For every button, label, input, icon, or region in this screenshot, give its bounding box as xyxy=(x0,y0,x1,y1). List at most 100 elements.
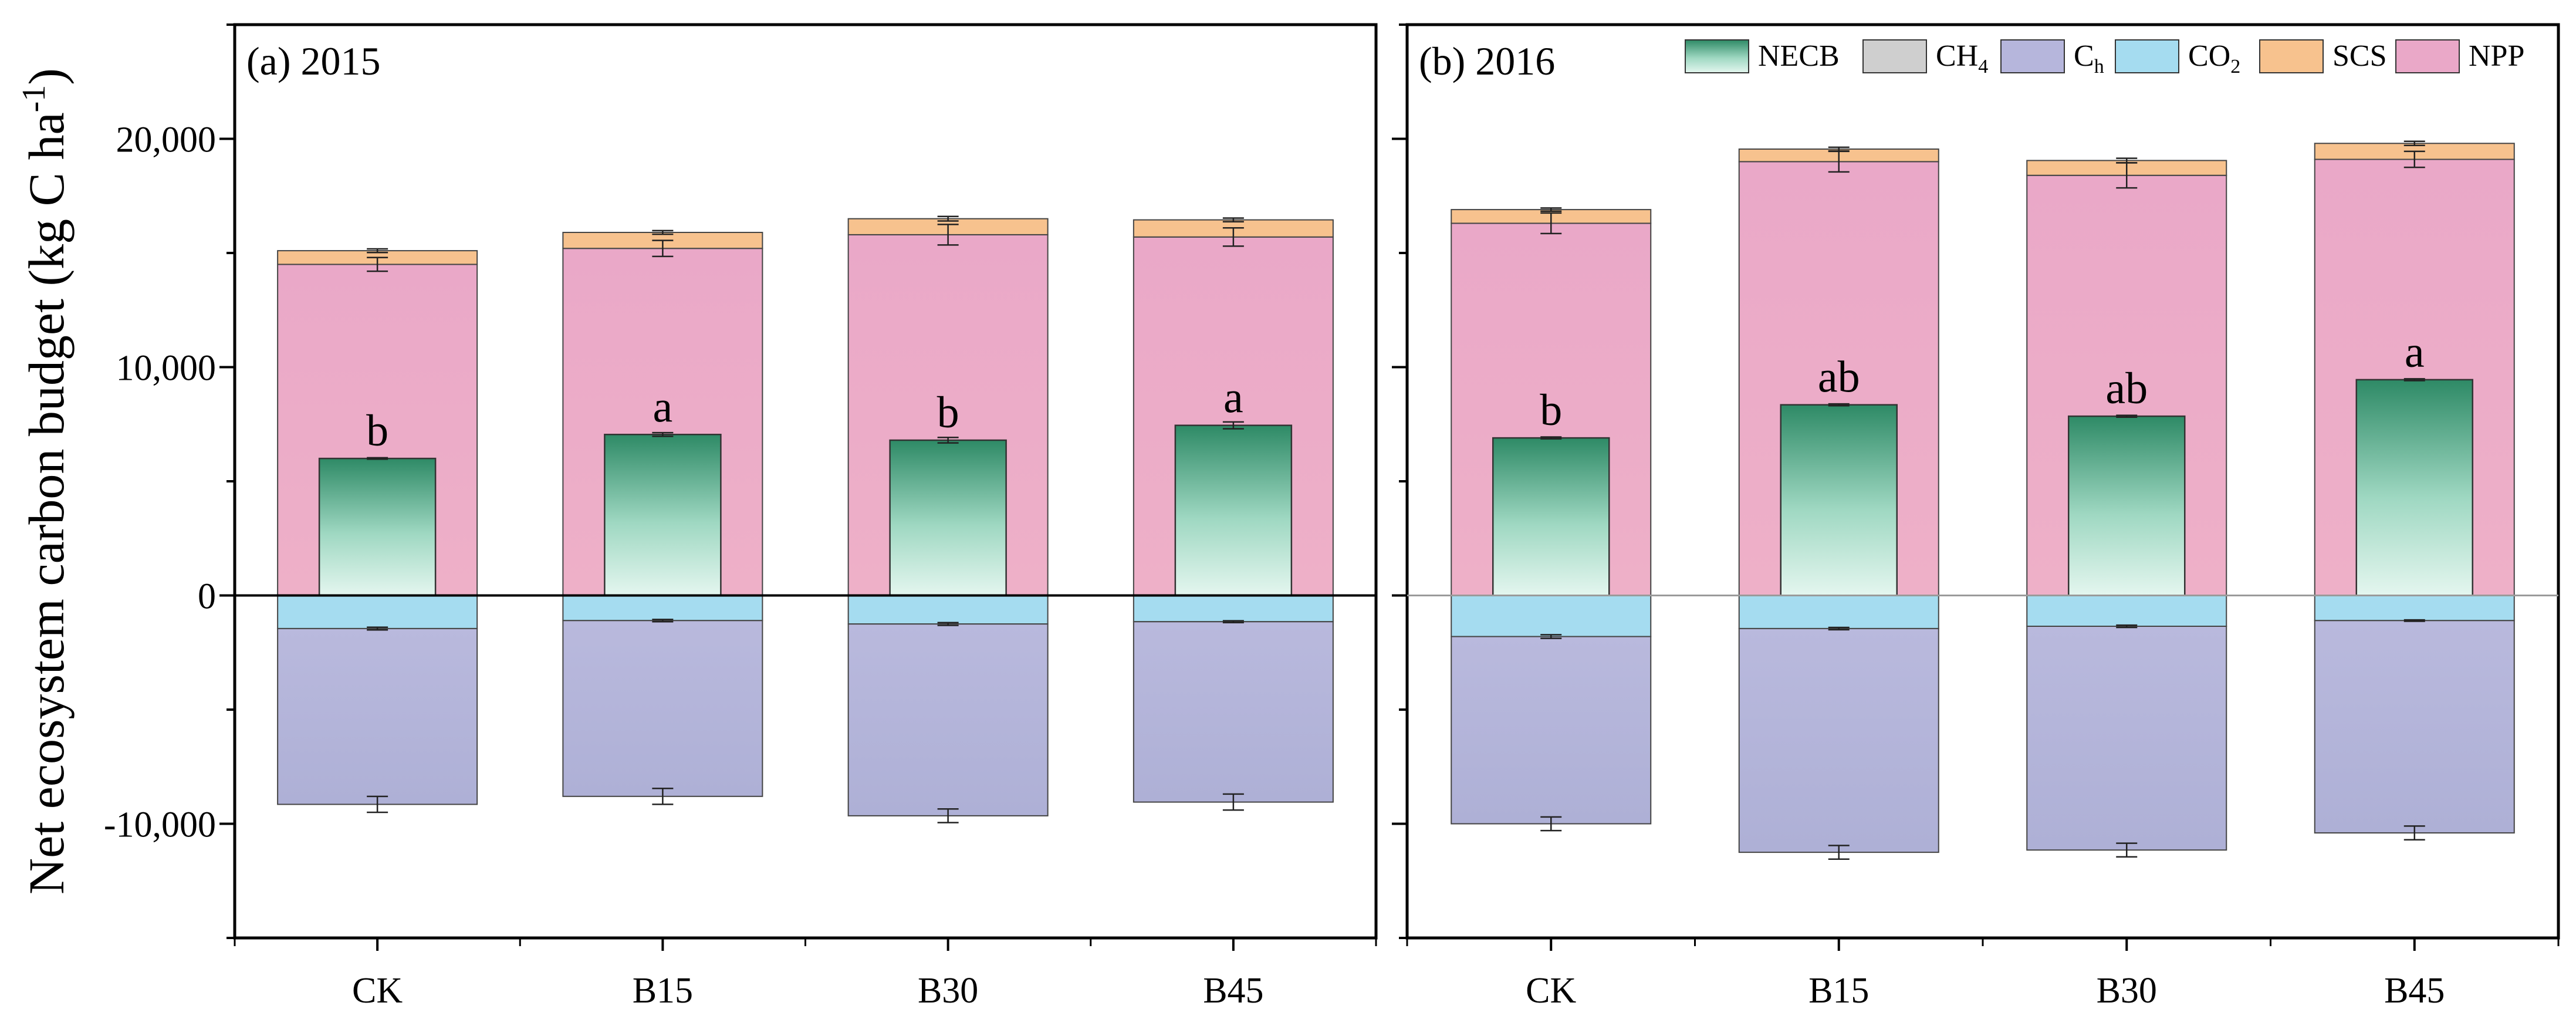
legend-label: NPP xyxy=(2469,39,2524,73)
error-bar-npp xyxy=(1828,150,1850,173)
error-bar-npp xyxy=(1222,227,1244,247)
error-bar-necb xyxy=(652,431,674,437)
error-bar-necb xyxy=(2116,414,2138,418)
x-tick-label: CK xyxy=(1526,971,1576,1011)
legend-label: SCS xyxy=(2332,39,2387,73)
bar-necb xyxy=(2068,415,2186,596)
significance-label: a xyxy=(1223,373,1243,423)
error-bar-npp xyxy=(2403,150,2425,168)
error-bar-co2 xyxy=(1222,620,1244,624)
bar-ch xyxy=(562,620,763,797)
x-tick-label: B15 xyxy=(633,971,693,1011)
legend-swatch xyxy=(2395,39,2460,73)
legend-item-Ch: Ch xyxy=(2000,39,2104,77)
bar-co2 xyxy=(2314,595,2515,622)
legend-label: CO2 xyxy=(2188,39,2240,77)
bar-necb xyxy=(889,439,1007,596)
panel-title: (b) 2016 xyxy=(1419,39,1555,83)
legend-item-NECB: NECB xyxy=(1685,39,1840,73)
error-bar-npp xyxy=(2116,162,2138,189)
legend-swatch xyxy=(2259,39,2324,73)
bar-group-B30: ab xyxy=(2026,160,2227,851)
bar-group-B30: b xyxy=(847,218,1049,816)
error-bar-co2 xyxy=(652,619,674,623)
error-bar-ch xyxy=(1828,845,1850,860)
legend-swatch xyxy=(2000,39,2065,73)
error-bar-necb xyxy=(1540,436,1562,440)
bar-co2 xyxy=(1451,595,1652,637)
bar-ch xyxy=(847,623,1049,816)
error-bar-scs xyxy=(652,229,674,235)
error-bar-co2 xyxy=(1540,634,1562,639)
x-tick-label: B30 xyxy=(2097,971,2157,1011)
panel-b: b CK ab B15 ab B30 a B45 (b) 2016 xyxy=(1392,23,2560,1011)
legend-swatch xyxy=(1685,39,1749,73)
bar-group-CK: b xyxy=(1451,209,1652,825)
significance-label: a xyxy=(2405,328,2425,377)
legend-label: CH4 xyxy=(1936,39,1988,77)
error-bar-ch xyxy=(367,795,388,814)
legend-label: Ch xyxy=(2074,39,2104,77)
bar-necb xyxy=(1174,424,1293,596)
bar-group-B15: ab xyxy=(1738,148,1939,853)
y-tick-label: -10,000 xyxy=(104,805,216,845)
error-bar-co2 xyxy=(2116,624,2138,629)
x-tick-label: CK xyxy=(352,971,403,1011)
bar-co2 xyxy=(1738,595,1939,629)
significance-label: ab xyxy=(1818,353,1860,402)
error-bar-npp xyxy=(652,239,674,258)
error-bar-npp xyxy=(937,224,959,246)
significance-label: b xyxy=(366,406,388,455)
bar-ch xyxy=(2314,620,2515,834)
error-bar-scs xyxy=(1222,217,1244,222)
bar-group-B15: a xyxy=(562,231,763,797)
bar-group-B45: a xyxy=(2314,143,2515,834)
error-bar-co2 xyxy=(1828,626,1850,631)
bar-co2 xyxy=(847,595,1049,625)
error-bar-scs xyxy=(367,248,388,254)
significance-label: ab xyxy=(2105,364,2148,413)
bar-co2 xyxy=(562,595,763,622)
legend-swatch xyxy=(2115,39,2179,73)
error-bar-necb xyxy=(2403,378,2425,382)
legend-swatch xyxy=(1862,39,1927,73)
bar-ch xyxy=(1451,636,1652,825)
bar-co2 xyxy=(277,595,478,629)
bar-necb xyxy=(2355,379,2473,596)
bar-group-CK: b xyxy=(277,250,478,805)
error-bar-co2 xyxy=(367,626,388,631)
legend-item-NPP: NPP xyxy=(2395,39,2524,73)
x-tick-label: B30 xyxy=(918,971,978,1011)
error-bar-ch xyxy=(937,808,959,823)
significance-label: b xyxy=(1540,386,1562,435)
bar-necb xyxy=(1492,437,1610,596)
error-bar-ch xyxy=(1222,793,1244,811)
significance-label: b xyxy=(937,388,959,437)
error-bar-co2 xyxy=(937,622,959,626)
bar-ch xyxy=(1738,627,1939,853)
x-tick-label: B45 xyxy=(2384,971,2445,1011)
bar-necb xyxy=(318,457,437,596)
error-bar-necb xyxy=(1222,421,1244,430)
bar-necb xyxy=(1780,404,1898,596)
legend-item-CO2: CO2 xyxy=(2115,39,2240,77)
significance-label: a xyxy=(653,382,673,431)
bar-group-B45: a xyxy=(1133,219,1334,803)
legend-item-SCS: SCS xyxy=(2259,39,2387,73)
error-bar-ch xyxy=(2403,825,2425,841)
error-bar-co2 xyxy=(2403,619,2425,622)
error-bar-scs xyxy=(937,215,959,222)
error-bar-ch xyxy=(1540,816,1562,832)
y-tick-label: 20,000 xyxy=(116,120,217,160)
panel-title: (a) 2015 xyxy=(246,39,380,83)
error-bar-npp xyxy=(1540,212,1562,235)
y-tick-label: 10,000 xyxy=(116,349,217,389)
error-bar-ch xyxy=(652,787,674,805)
legend: NECB CH4 Ch CO2 SCS NPP xyxy=(1685,39,2524,77)
y-tick-label: 0 xyxy=(198,577,216,617)
error-bar-ch xyxy=(2116,842,2138,858)
bar-co2 xyxy=(1133,595,1334,623)
bar-ch xyxy=(1133,621,1334,803)
y-axis-label: Net ecosystem carbon budget (kg C ha-1) xyxy=(16,68,75,895)
